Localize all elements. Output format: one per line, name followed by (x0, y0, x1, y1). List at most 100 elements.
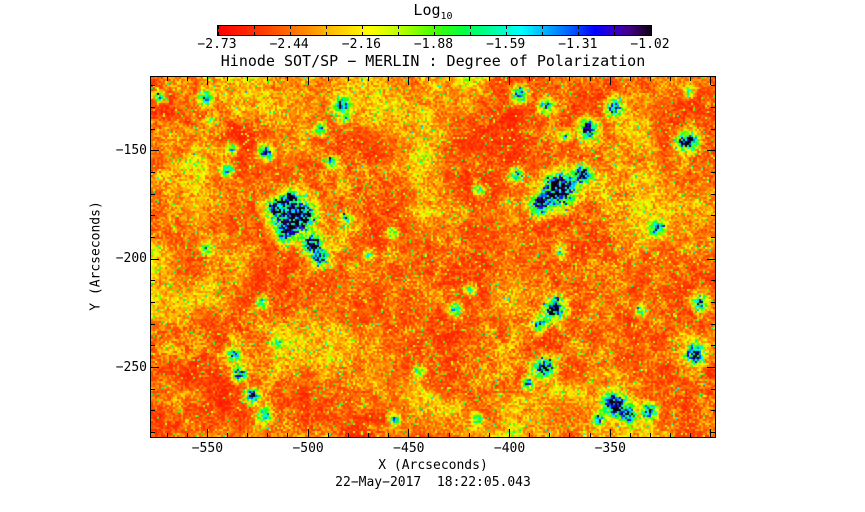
axis-tick (711, 171, 715, 173)
colorbar-tick (614, 26, 616, 29)
axis-tick (151, 171, 155, 173)
colorbar-tick (253, 26, 255, 29)
colorbar-tick (578, 26, 580, 29)
axis-tick (428, 433, 430, 437)
axis-tick (448, 77, 450, 81)
axis-tick (408, 77, 410, 85)
axis-tick (151, 215, 155, 217)
axis-tick (166, 433, 168, 437)
colorbar-tick-labels: −2.73 −2.44 −2.16 −1.88 −1.59 −1.31 −1.02 (197, 37, 669, 52)
axis-tick (468, 433, 470, 437)
colorbar-tick (506, 32, 508, 35)
axis-tick (707, 258, 715, 260)
axis-tick (307, 429, 309, 437)
axis-tick (428, 77, 430, 81)
colorbar-tick (217, 26, 219, 29)
colorbar-title-subscript: 10 (440, 11, 453, 22)
colorbar-tick (578, 32, 580, 35)
x-tick-label: −500 (292, 441, 324, 456)
axis-tick (206, 429, 208, 437)
axis-tick (509, 429, 511, 437)
axis-tick (247, 77, 249, 81)
colorbar-tick (325, 32, 327, 35)
colorbar-tick-label: −1.59 (486, 37, 526, 52)
colorbar-tick (397, 26, 399, 29)
axis-tick (589, 433, 591, 437)
colorbar-tick (325, 26, 327, 29)
axis-tick (267, 433, 269, 437)
axis-tick (629, 77, 631, 81)
colorbar-tick-label: −2.16 (341, 37, 381, 52)
colorbar-tick (506, 26, 508, 29)
axis-tick (690, 77, 692, 81)
axis-tick (151, 367, 159, 369)
y-tick-label: −250 (115, 359, 147, 375)
axis-tick (711, 302, 715, 304)
y-tick-label: −200 (115, 251, 147, 267)
axis-tick (388, 433, 390, 437)
axis-tick (151, 236, 155, 238)
colorbar-tick (650, 32, 652, 35)
y-axis-label: Y (Arcseconds) (88, 201, 104, 311)
axis-tick (569, 433, 571, 437)
axis-tick (151, 345, 155, 347)
axis-tick (307, 77, 309, 85)
plot-title: Hinode SOT/SP − MERLIN : Degree of Polar… (220, 52, 646, 70)
axis-tick (388, 77, 390, 81)
axis-tick (206, 77, 208, 85)
colorbar-tick (650, 26, 652, 29)
colorbar-tick-label: −1.31 (558, 37, 598, 52)
axis-tick (609, 77, 611, 85)
axis-tick (151, 410, 155, 412)
x-tick-label: −400 (493, 441, 526, 456)
x-tick-label: −550 (191, 441, 224, 456)
colorbar-tick (361, 26, 363, 29)
axis-tick (151, 302, 155, 304)
timestamp-label: 22−May−2017 18:22:05.043 (335, 475, 531, 490)
axis-tick (151, 128, 155, 130)
axis-tick (151, 193, 155, 195)
axis-tick (711, 280, 715, 282)
polarization-heatmap-canvas (151, 77, 715, 437)
axis-tick (151, 85, 155, 87)
axis-tick (227, 433, 229, 437)
axis-tick (267, 77, 269, 81)
axis-tick (151, 323, 155, 325)
colorbar-tick (470, 32, 472, 35)
axis-tick (589, 77, 591, 81)
axis-tick (711, 85, 715, 87)
axis-tick (609, 429, 611, 437)
axis-tick (710, 429, 712, 437)
axis-tick (408, 429, 410, 437)
axis-tick (488, 77, 490, 81)
colorbar-tick (397, 32, 399, 35)
axis-tick (227, 77, 229, 81)
colorbar-tick (217, 32, 219, 35)
axis-tick (711, 432, 715, 434)
axis-tick (186, 77, 188, 81)
colorbar-tick-label: −2.73 (197, 37, 237, 52)
colorbar-tick (289, 26, 291, 29)
axis-tick (650, 77, 652, 81)
x-axis-label: X (Arcseconds) (378, 458, 488, 473)
axis-tick (287, 433, 289, 437)
axis-tick (368, 77, 370, 81)
colorbar-tick-label: −1.88 (413, 37, 454, 52)
axis-tick (629, 433, 631, 437)
axis-tick (247, 433, 249, 437)
axis-tick (529, 77, 531, 81)
axis-tick (670, 77, 672, 81)
axis-tick (711, 388, 715, 390)
y-tick-label: −150 (115, 142, 147, 158)
plot-frame (150, 76, 716, 438)
axis-tick (711, 410, 715, 412)
axis-tick (711, 236, 715, 238)
axis-tick (707, 367, 715, 369)
axis-tick (670, 433, 672, 437)
colorbar-gradient (218, 26, 651, 35)
axis-tick (347, 433, 349, 437)
axis-tick (509, 77, 511, 85)
axis-tick (549, 433, 551, 437)
colorbar-tick-label: −1.02 (630, 37, 670, 52)
axis-tick (569, 77, 571, 81)
